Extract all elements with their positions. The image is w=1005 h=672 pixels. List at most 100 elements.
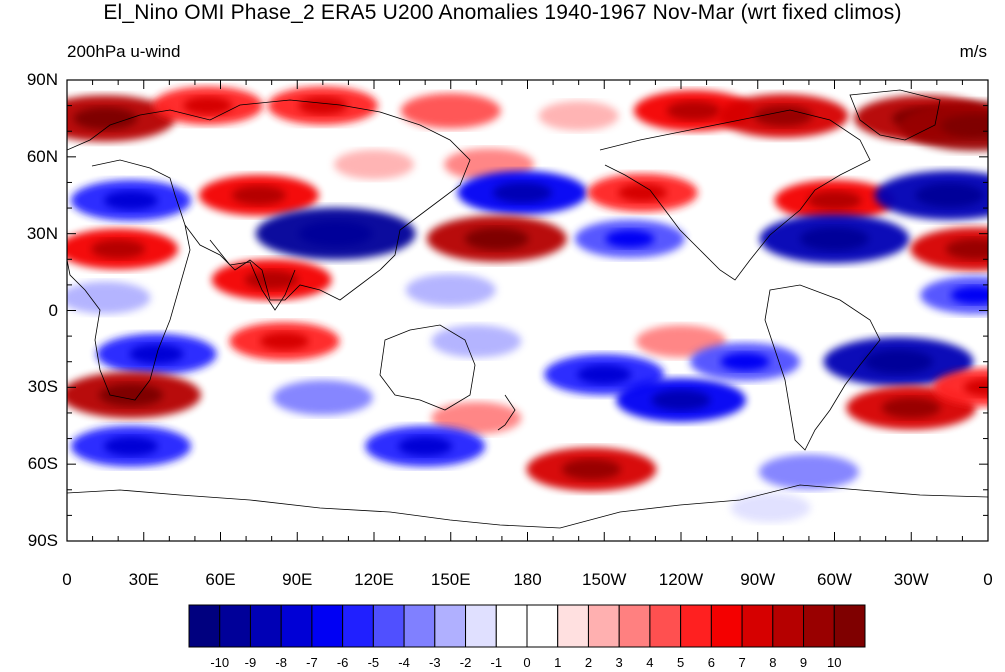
coastline-australia	[379, 324, 476, 411]
coastline-greenland	[849, 89, 941, 141]
anomaly-cell-25	[405, 273, 496, 307]
lat-tick-label: 0	[48, 300, 58, 320]
anomaly-core-27	[259, 332, 309, 351]
units-label: m/s	[959, 42, 987, 61]
anomaly-cell-44	[730, 492, 811, 523]
colorbar-label: -1	[490, 655, 503, 670]
anomaly-core-23	[244, 269, 299, 290]
colorbar-label: -3	[429, 655, 441, 670]
lat-tick-label: 90S	[27, 531, 58, 550]
anomaly-core-32	[863, 349, 933, 374]
anomaly-core-19	[605, 229, 655, 248]
colorbar-label: -2	[459, 655, 472, 670]
colorbar-box	[618, 604, 651, 648]
colorbar-box	[465, 604, 497, 648]
colorbar-label: 10	[827, 655, 842, 670]
lon-tick-label: 30E	[128, 570, 159, 589]
anomaly-cell-24	[67, 281, 151, 314]
colorbar-label: 4	[646, 655, 654, 670]
lon-tick-label: 180	[513, 570, 542, 589]
lon-tick-label: 150W	[582, 570, 627, 589]
colorbar-box	[741, 604, 774, 648]
colorbar-label: 0	[523, 655, 531, 670]
colorbar-box	[403, 604, 436, 648]
lon-tick-label: 90W	[740, 570, 776, 589]
anomaly-core-26	[950, 286, 988, 305]
colorbar-box	[587, 604, 620, 648]
anomaly-cell-34	[272, 379, 373, 416]
anomaly-core-20	[800, 226, 869, 251]
lon-tick-label: 150E	[430, 570, 471, 589]
anomaly-cell-39	[431, 401, 522, 435]
anomaly-core-6	[753, 105, 813, 127]
lon-tick-label: 60W	[817, 570, 852, 589]
coastline-africa	[67, 159, 191, 401]
colorbar-box	[772, 604, 805, 648]
colorbar-label: 5	[677, 655, 685, 670]
anomaly-cell-9	[334, 149, 414, 180]
colorbar-box	[188, 604, 221, 648]
colorbar-label: -8	[275, 655, 287, 670]
colorbar-label: -5	[367, 655, 380, 670]
colorbar-label: 3	[615, 655, 623, 670]
lat-tick-label: 60S	[27, 454, 58, 474]
colorbar-box	[495, 604, 528, 648]
colorbar-label: 8	[769, 655, 777, 670]
colorbar-box	[249, 604, 282, 648]
colorbar-label: 7	[738, 655, 746, 670]
anomaly-cell-4	[538, 101, 619, 131]
variable-label: 200hPa u-wind	[67, 42, 181, 61]
colorbar-label: -6	[336, 655, 349, 670]
colorbar-label: -9	[244, 655, 257, 670]
anomaly-core-0	[73, 107, 138, 130]
anomaly-core-14	[618, 183, 668, 202]
lon-tick-label: 0	[62, 570, 72, 589]
colorbar-label: -10	[210, 655, 230, 670]
axis-ticks	[66, 79, 989, 542]
colorbar-label: 2	[584, 655, 593, 670]
lon-tick-label: 120W	[658, 570, 704, 589]
colorbar-box	[372, 604, 405, 648]
anomaly-cell-38	[933, 368, 988, 407]
lat-tick-label: 30S	[27, 377, 58, 397]
colorbar-label: 1	[554, 655, 562, 670]
map-title: El_Nino OMI Phase_2 ERA5 U200 Anomalies …	[103, 1, 902, 24]
anomaly-core-17	[298, 220, 373, 247]
anomaly-core-40	[103, 436, 158, 457]
anomaly-cell-3	[400, 93, 501, 129]
colorbar-box	[649, 604, 682, 648]
colorbar-box	[833, 604, 866, 648]
anomaly-core-16	[915, 183, 985, 208]
coastline-north-america	[599, 109, 871, 281]
lon-tick-label: 30W	[893, 570, 929, 589]
colorbar-label: -7	[306, 655, 318, 670]
anomaly-core-1	[183, 96, 233, 115]
anomaly-core-18	[464, 227, 529, 251]
anomaly-core-33	[98, 383, 163, 407]
anomaly-core-11	[103, 190, 158, 211]
anomaly-core-36	[651, 389, 711, 411]
anomaly-core-31	[720, 352, 770, 371]
colorbar-box	[803, 604, 835, 648]
lon-tick-label: 120E	[354, 570, 394, 589]
anomaly-core-41	[398, 436, 453, 457]
anomaly-core-12	[231, 185, 286, 206]
anomaly-core-15	[807, 190, 862, 211]
anomaly-core-37	[881, 397, 941, 419]
colorbar-box	[710, 604, 743, 648]
anomaly-core-38	[963, 378, 988, 397]
coastline-eurasia	[67, 99, 471, 301]
anomaly-core-13	[492, 182, 552, 204]
lat-tick-label: 60N	[26, 146, 58, 166]
lon-tick-label: 0	[983, 570, 993, 589]
colorbar-label: 9	[799, 655, 808, 670]
colorbar-box	[557, 604, 589, 648]
colorbar-label: -4	[398, 655, 410, 670]
coastline-south-america	[764, 284, 881, 451]
colorbar-box	[342, 604, 374, 648]
coastline-india	[209, 239, 296, 311]
anomaly-core-2	[298, 96, 348, 115]
coastline-new-zealand	[497, 394, 516, 431]
lat-tick-label: 90N	[26, 70, 58, 89]
